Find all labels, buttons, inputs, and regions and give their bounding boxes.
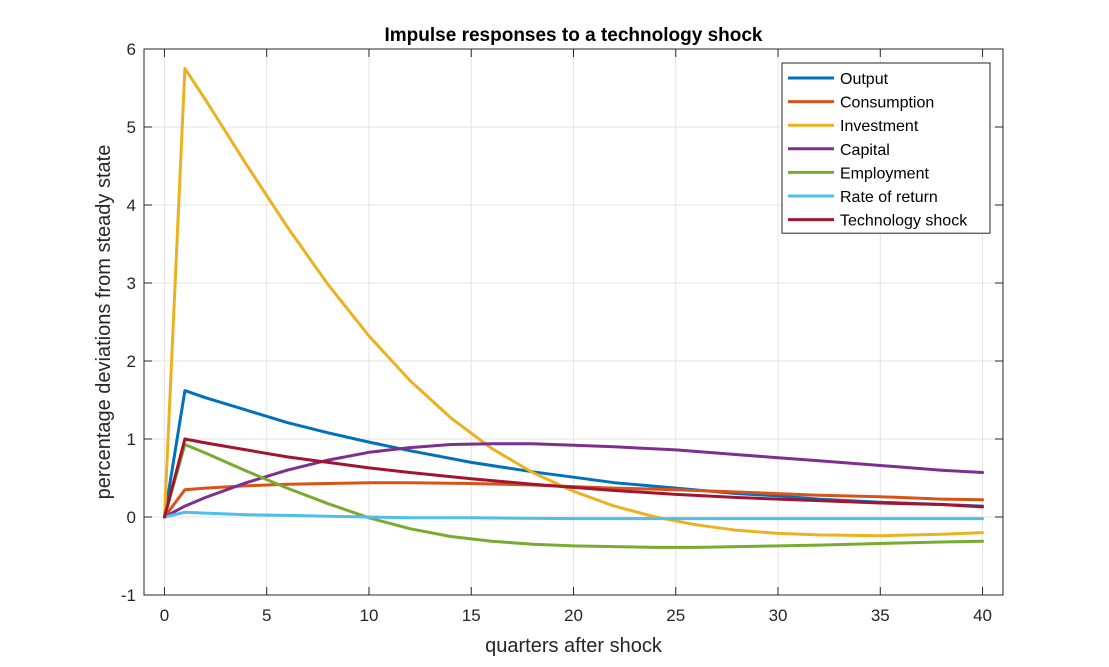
x-tick-label-6: 30 <box>769 606 788 625</box>
x-tick-label-1: 5 <box>262 606 271 625</box>
y-tick-label-7: 6 <box>127 40 136 59</box>
series-line-technology-shock <box>163 437 984 519</box>
legend-label-investment: Investment <box>840 118 919 135</box>
ticks <box>144 48 1003 596</box>
y-tick-label-0: -1 <box>121 586 136 605</box>
chart-title: Impulse responses to a technology shock <box>385 25 763 46</box>
x-tick-label-8: 40 <box>973 606 992 625</box>
x-tick-label-0: 0 <box>160 606 169 625</box>
legend-label-technology-shock: Technology shock <box>840 213 968 230</box>
x-tick-label-2: 10 <box>360 606 379 625</box>
tick-labels: 0 5 10 15 20 25 30 35 40 -1 0 1 2 3 4 5 6 <box>121 40 992 625</box>
series-line-rate-of-return <box>163 510 984 521</box>
x-tick-label-5: 25 <box>666 606 685 625</box>
legend-label-capital: Capital <box>840 142 890 159</box>
legend-label-output: Output <box>840 71 889 88</box>
y-tick-label-4: 3 <box>127 274 136 293</box>
series-line-capital <box>163 442 984 519</box>
legend-label-rate-of-return: Rate of return <box>840 189 938 206</box>
y-axis-label: percentage deviations from steady state <box>93 145 115 500</box>
legend: Output Consumption Investment Capital Employ… <box>781 62 991 234</box>
series-layer <box>163 67 984 549</box>
x-tick-label-4: 20 <box>564 606 583 625</box>
legend-label-employment: Employment <box>840 165 929 182</box>
y-tick-label-1: 0 <box>127 508 136 527</box>
x-tick-label-3: 15 <box>462 606 481 625</box>
series-line-investment <box>163 67 984 538</box>
x-axis-label: quarters after shock <box>485 635 663 657</box>
y-tick-label-5: 4 <box>127 196 136 215</box>
series-line-employment <box>163 443 984 549</box>
y-tick-label-6: 5 <box>127 118 136 137</box>
y-tick-label-2: 1 <box>127 430 136 449</box>
y-tick-label-3: 2 <box>127 352 136 371</box>
legend-label-consumption: Consumption <box>840 95 934 112</box>
x-tick-label-7: 35 <box>871 606 890 625</box>
